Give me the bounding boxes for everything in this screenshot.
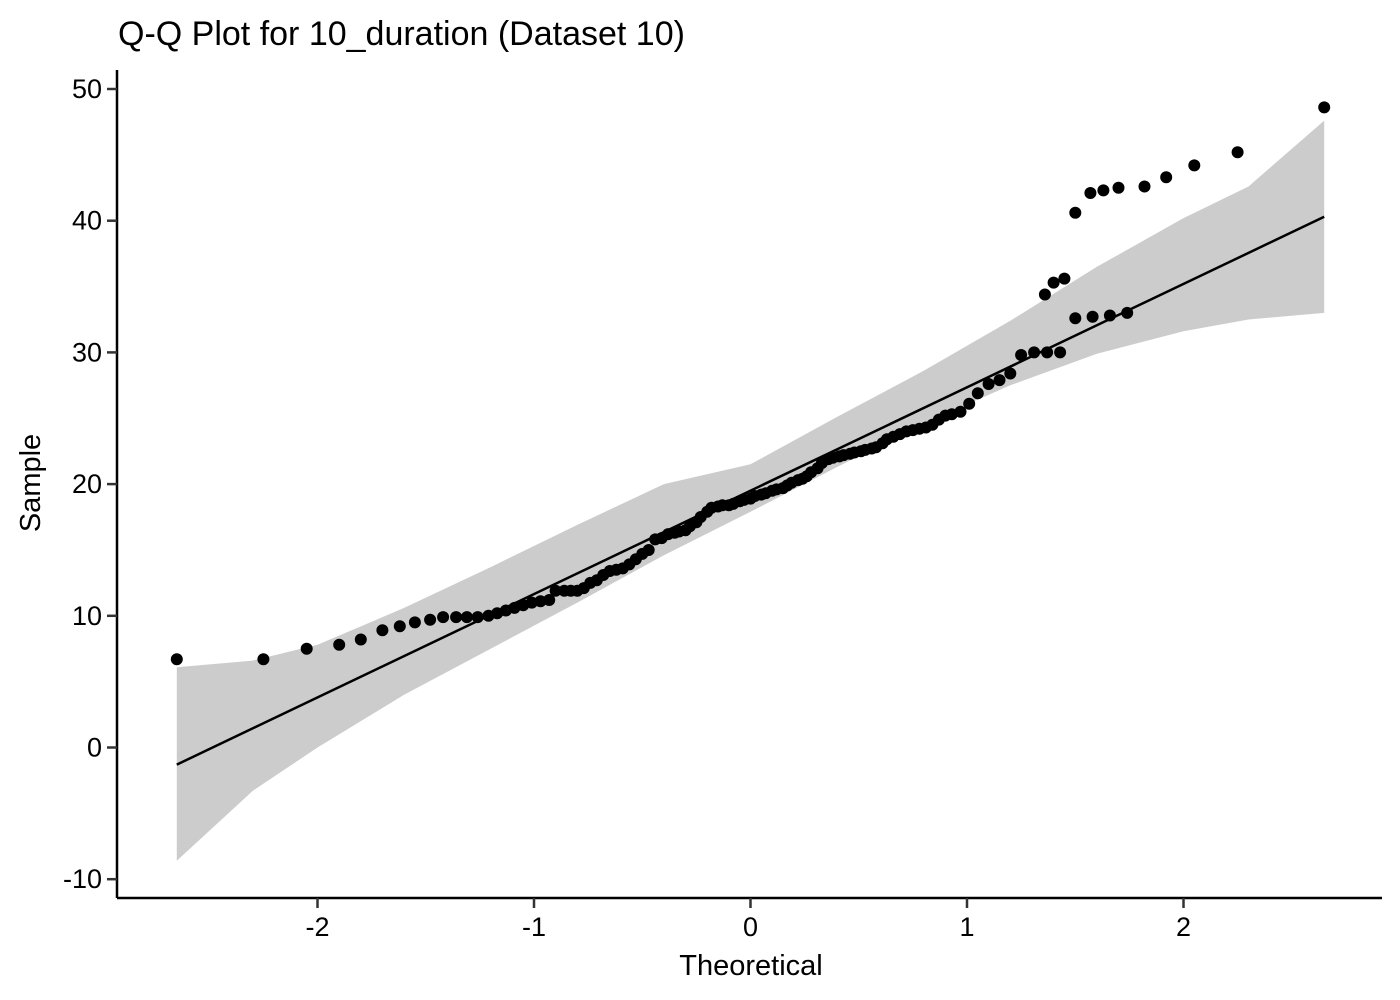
- sample-point-98: [1041, 346, 1054, 359]
- sample-point-100: [1069, 312, 1082, 325]
- sample-point-91: [963, 397, 976, 410]
- sample-point-93: [982, 378, 995, 390]
- sample-point-3: [333, 638, 346, 651]
- x-axis-label: Theoretical: [679, 950, 822, 982]
- sample-point-90: [954, 405, 967, 418]
- y-tick-label: 0: [87, 733, 102, 763]
- sample-point-108: [1084, 187, 1097, 199]
- sample-point-97: [1028, 346, 1041, 359]
- y-tick-label: 40: [72, 206, 102, 236]
- sample-point-10: [450, 611, 463, 624]
- sample-point-105: [1047, 276, 1060, 289]
- sample-point-35: [642, 544, 655, 556]
- sample-point-11: [460, 611, 473, 624]
- sample-point-112: [1160, 171, 1173, 184]
- x-tick-label: -1: [522, 912, 546, 942]
- sample-point-109: [1097, 184, 1110, 197]
- y-tick-label: 10: [72, 601, 102, 631]
- sample-point-1: [257, 653, 270, 666]
- x-tick-label: -2: [305, 912, 329, 942]
- y-axis-ticks: -10 0 10 20 30 40 50: [63, 74, 117, 894]
- x-tick-label: 2: [1176, 912, 1191, 942]
- x-axis-ticks: -2 -1 0 1 2: [305, 898, 1191, 942]
- sample-point-114: [1231, 146, 1244, 159]
- sample-point-96: [1015, 349, 1028, 361]
- sample-point-111: [1138, 180, 1151, 193]
- sample-point-106: [1058, 272, 1071, 285]
- sample-point-110: [1112, 181, 1125, 194]
- sample-point-101: [1086, 310, 1099, 323]
- sample-point-113: [1188, 159, 1201, 172]
- chart-title: Q-Q Plot for 10_duration (Dataset 10): [118, 15, 685, 53]
- sample-point-2: [300, 642, 313, 655]
- sample-point-99: [1054, 346, 1067, 359]
- sample-point-95: [1004, 367, 1017, 380]
- plot-area: [170, 101, 1331, 861]
- sample-point-5: [376, 624, 389, 637]
- sample-point-12: [471, 611, 484, 624]
- sample-point-4: [354, 633, 367, 646]
- sample-point-94: [993, 374, 1006, 387]
- sample-point-21: [549, 584, 562, 597]
- sample-point-8: [424, 613, 437, 626]
- sample-point-107: [1069, 206, 1082, 219]
- x-tick-label: 0: [743, 912, 758, 942]
- sample-point-0: [170, 653, 183, 666]
- reference-line: [176, 215, 1325, 766]
- sample-point-7: [408, 616, 421, 629]
- sample-points: [170, 101, 1331, 666]
- sample-point-103: [1121, 306, 1134, 319]
- sample-point-20: [543, 594, 556, 606]
- sample-point-92: [971, 387, 984, 400]
- sample-point-9: [437, 611, 450, 624]
- sample-point-104: [1038, 288, 1051, 301]
- y-axis-label: Sample: [15, 434, 47, 532]
- y-tick-label: -10: [63, 864, 102, 894]
- y-tick-label: 20: [72, 469, 102, 499]
- x-tick-label: 1: [959, 912, 974, 942]
- sample-point-102: [1103, 309, 1116, 322]
- y-tick-label: 30: [72, 337, 102, 367]
- sample-point-115: [1318, 101, 1331, 114]
- sample-point-6: [393, 620, 406, 633]
- y-tick-label: 50: [72, 74, 102, 104]
